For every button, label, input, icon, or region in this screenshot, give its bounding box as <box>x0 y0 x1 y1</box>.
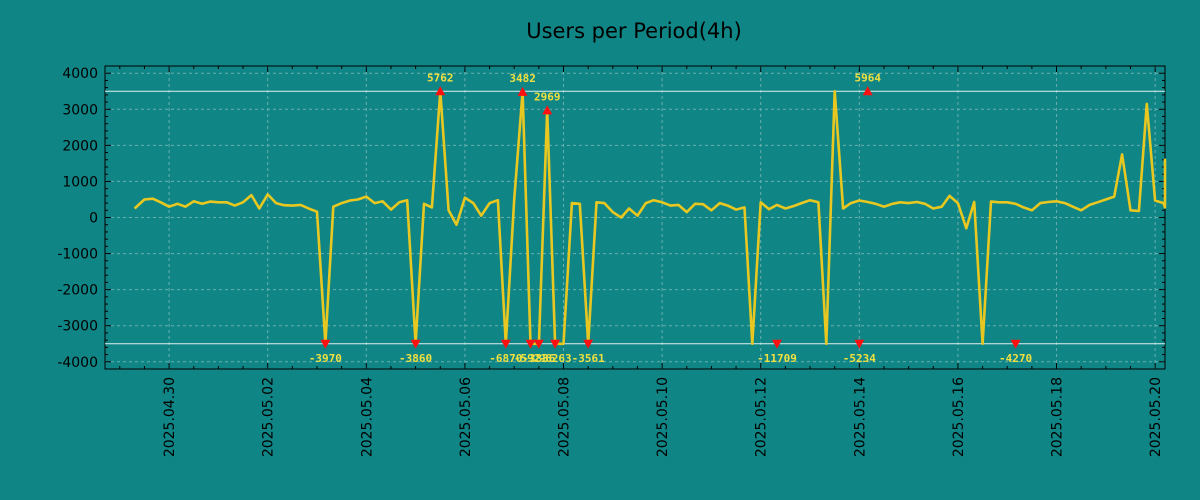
trough-marker <box>583 339 594 349</box>
trough-label: -3860 <box>399 352 432 365</box>
trough-marker <box>533 339 544 349</box>
trough-label: -5234 <box>843 352 876 365</box>
clip-lines <box>105 90 1165 345</box>
trough-label: -3970 <box>309 352 342 365</box>
peak-marker <box>517 86 528 96</box>
x-tick-label: 2025.05.10 <box>655 377 671 457</box>
y-tick-label: -4000 <box>57 355 98 371</box>
y-tick-label: 2000 <box>62 138 98 154</box>
x-tick-label: 2025.05.14 <box>852 377 868 457</box>
trough-marker <box>410 339 421 349</box>
series-group <box>133 90 1167 346</box>
peak-marker <box>542 105 553 115</box>
x-tick-label: 2025.05.12 <box>754 377 770 457</box>
y-tick-label: -1000 <box>57 247 98 263</box>
y-tick-label: 4000 <box>62 66 98 82</box>
trough-label: -3561 <box>572 352 605 365</box>
y-tick-label: 3000 <box>62 102 98 118</box>
grid-lines <box>105 66 1165 369</box>
trough-label: -4270 <box>999 352 1032 365</box>
trough-marker <box>771 339 782 349</box>
x-tick-label: 2025.05.20 <box>1148 377 1164 457</box>
trough-label: -5921 <box>514 352 547 365</box>
x-tick-label: 2025.05.16 <box>951 377 967 457</box>
peak-marker <box>435 86 446 96</box>
trough-marker <box>1010 339 1021 349</box>
x-tick-label: 2025.05.08 <box>557 377 573 457</box>
x-tick-label: 2025.05.06 <box>458 377 474 457</box>
x-tick-label: 2025.05.18 <box>1050 377 1066 457</box>
axes: 4000 3000 2000 1000 0 -1000 -2000 -3000 -4000 202… <box>57 66 1165 457</box>
y-tick-label: 1000 <box>62 174 98 190</box>
trough-label: -6870 <box>489 352 522 365</box>
trough-marker <box>500 339 511 349</box>
y-tick-label: -2000 <box>57 283 98 299</box>
trough-marker <box>550 339 561 349</box>
y-tick-label: -3000 <box>57 319 98 335</box>
chart-title: Users per Period(4h) <box>526 19 742 43</box>
peak-label: 5964 <box>854 71 881 84</box>
x-tick-label: 2025.05.02 <box>261 377 277 457</box>
peak-label: 2969 <box>534 90 561 103</box>
extreme-markers: 5762 3482 2969 5964 -3970 -3860 -6870-5921-383… <box>309 71 1032 365</box>
trough-marker <box>320 339 331 349</box>
peak-label: 5762 <box>427 71 454 84</box>
series-line <box>133 90 1167 346</box>
y-tick-label: 0 <box>89 211 98 227</box>
trough-marker <box>525 339 536 349</box>
peak-marker <box>862 86 873 96</box>
trough-marker <box>854 339 865 349</box>
peak-label: 3482 <box>509 72 536 85</box>
trough-label: -11709 <box>757 352 797 365</box>
x-tick-label: 2025.05.04 <box>359 377 375 457</box>
trough-label: -6263 <box>539 352 572 365</box>
x-tick-label: 2025.04.30 <box>162 377 178 457</box>
trough-label: -3836 <box>522 352 555 365</box>
